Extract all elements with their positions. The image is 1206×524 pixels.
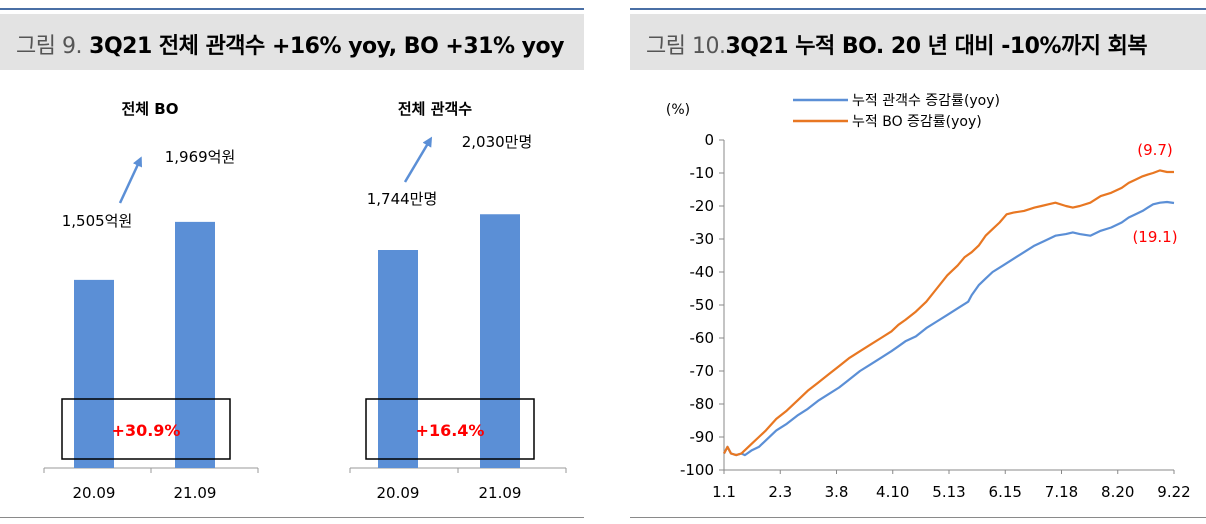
x-tick-label: 8.20 xyxy=(1101,483,1134,501)
annotation-label: (9.7) xyxy=(1137,141,1173,159)
bar xyxy=(378,250,418,468)
x-tick-label: 5.13 xyxy=(932,483,965,501)
x-tick-label: 3.8 xyxy=(825,483,849,501)
y-tick-label: -10 xyxy=(690,164,715,182)
data-label: 1,969억원 xyxy=(165,148,236,166)
line-chart: (%) 0 -10 -20 -30 -40 -50 -60 -70 -80 -90 -100 1.1 2.… xyxy=(666,93,1191,501)
bar xyxy=(480,214,520,468)
x-tick-label: 7.18 xyxy=(1045,483,1078,501)
figure-title-bar: 그림 9. 3Q21 전체 관객수 +16% yoy, BO +31% yoy xyxy=(0,14,584,70)
y-tick-label: 0 xyxy=(704,131,714,149)
figure-title-text: 3Q21 누적 BO. 20 년 대비 -10%까지 회복 xyxy=(725,34,1148,59)
x-tick-label: 1.1 xyxy=(712,483,736,501)
x-tick-label: 9.22 xyxy=(1157,483,1190,501)
x-tick-label: 20.09 xyxy=(73,484,116,502)
annotation-label: (19.1) xyxy=(1132,228,1177,246)
legend-label: 누적 BO 증감률(yoy) xyxy=(852,114,982,130)
chart-title: 전체 관객수 xyxy=(398,100,472,118)
series-line xyxy=(723,200,1175,457)
x-tick-label: 6.15 xyxy=(989,483,1022,501)
legend-label: 누적 관객수 증감률(yoy) xyxy=(852,93,1000,109)
y-tick-label: -20 xyxy=(690,197,715,215)
figure-title: 그림 9. 3Q21 전체 관객수 +16% yoy, BO +31% yoy xyxy=(16,28,564,60)
y-tick-label: -30 xyxy=(690,230,715,248)
data-label: 1,505억원 xyxy=(62,212,133,230)
figure-number: 그림 9. xyxy=(16,34,82,59)
y-tick-label: -90 xyxy=(690,428,715,446)
growth-box xyxy=(61,398,231,460)
top-rule xyxy=(0,8,584,10)
y-tick-label: -70 xyxy=(690,362,715,380)
growth-label: +30.9% xyxy=(112,421,181,440)
series-line xyxy=(723,169,1174,457)
y-tick-label: -40 xyxy=(690,263,715,281)
y-tick-label: -60 xyxy=(690,329,715,347)
y-tick-label: -80 xyxy=(690,395,715,413)
figure-title-text: 3Q21 전체 관객수 +16% yoy, BO +31% yoy xyxy=(89,34,564,59)
y-axis-unit: (%) xyxy=(666,102,690,118)
data-label: 1,744만명 xyxy=(367,190,438,208)
bottom-rule xyxy=(630,517,1206,518)
figure-title: 그림 10.3Q21 누적 BO. 20 년 대비 -10%까지 회복 xyxy=(646,28,1148,60)
chart-title: 전체 BO xyxy=(121,100,178,118)
growth-arrow xyxy=(118,156,143,204)
bar xyxy=(175,221,215,468)
figure-10-panel: 그림 10.3Q21 누적 BO. 20 년 대비 -10%까지 회복 (%) 0… xyxy=(630,0,1206,524)
y-tick-label: -100 xyxy=(680,461,714,479)
figure-title-bar: 그림 10.3Q21 누적 BO. 20 년 대비 -10%까지 회복 xyxy=(630,14,1206,70)
bottom-rule xyxy=(0,517,584,518)
x-tick-label: 21.09 xyxy=(174,484,217,502)
growth-box xyxy=(365,398,535,460)
bar-charts: 전체 BO 20.09 1,505억원 21.09 1,969억원 +30.9% 전체 관객… xyxy=(43,100,567,502)
growth-label: +16.4% xyxy=(416,421,485,440)
x-tick-label: 20.09 xyxy=(377,484,420,502)
data-label: 2,030만명 xyxy=(462,133,533,151)
growth-arrow xyxy=(403,136,433,183)
x-tick-label: 4.10 xyxy=(876,483,909,501)
y-tick-label: -50 xyxy=(690,296,715,314)
figure-9-panel: 그림 9. 3Q21 전체 관객수 +16% yoy, BO +31% yoy … xyxy=(0,0,584,524)
top-rule xyxy=(630,8,1206,10)
x-tick-label: 2.3 xyxy=(768,483,792,501)
bar xyxy=(74,279,114,468)
x-tick-label: 21.09 xyxy=(479,484,522,502)
figure-number: 그림 10. xyxy=(646,34,726,59)
